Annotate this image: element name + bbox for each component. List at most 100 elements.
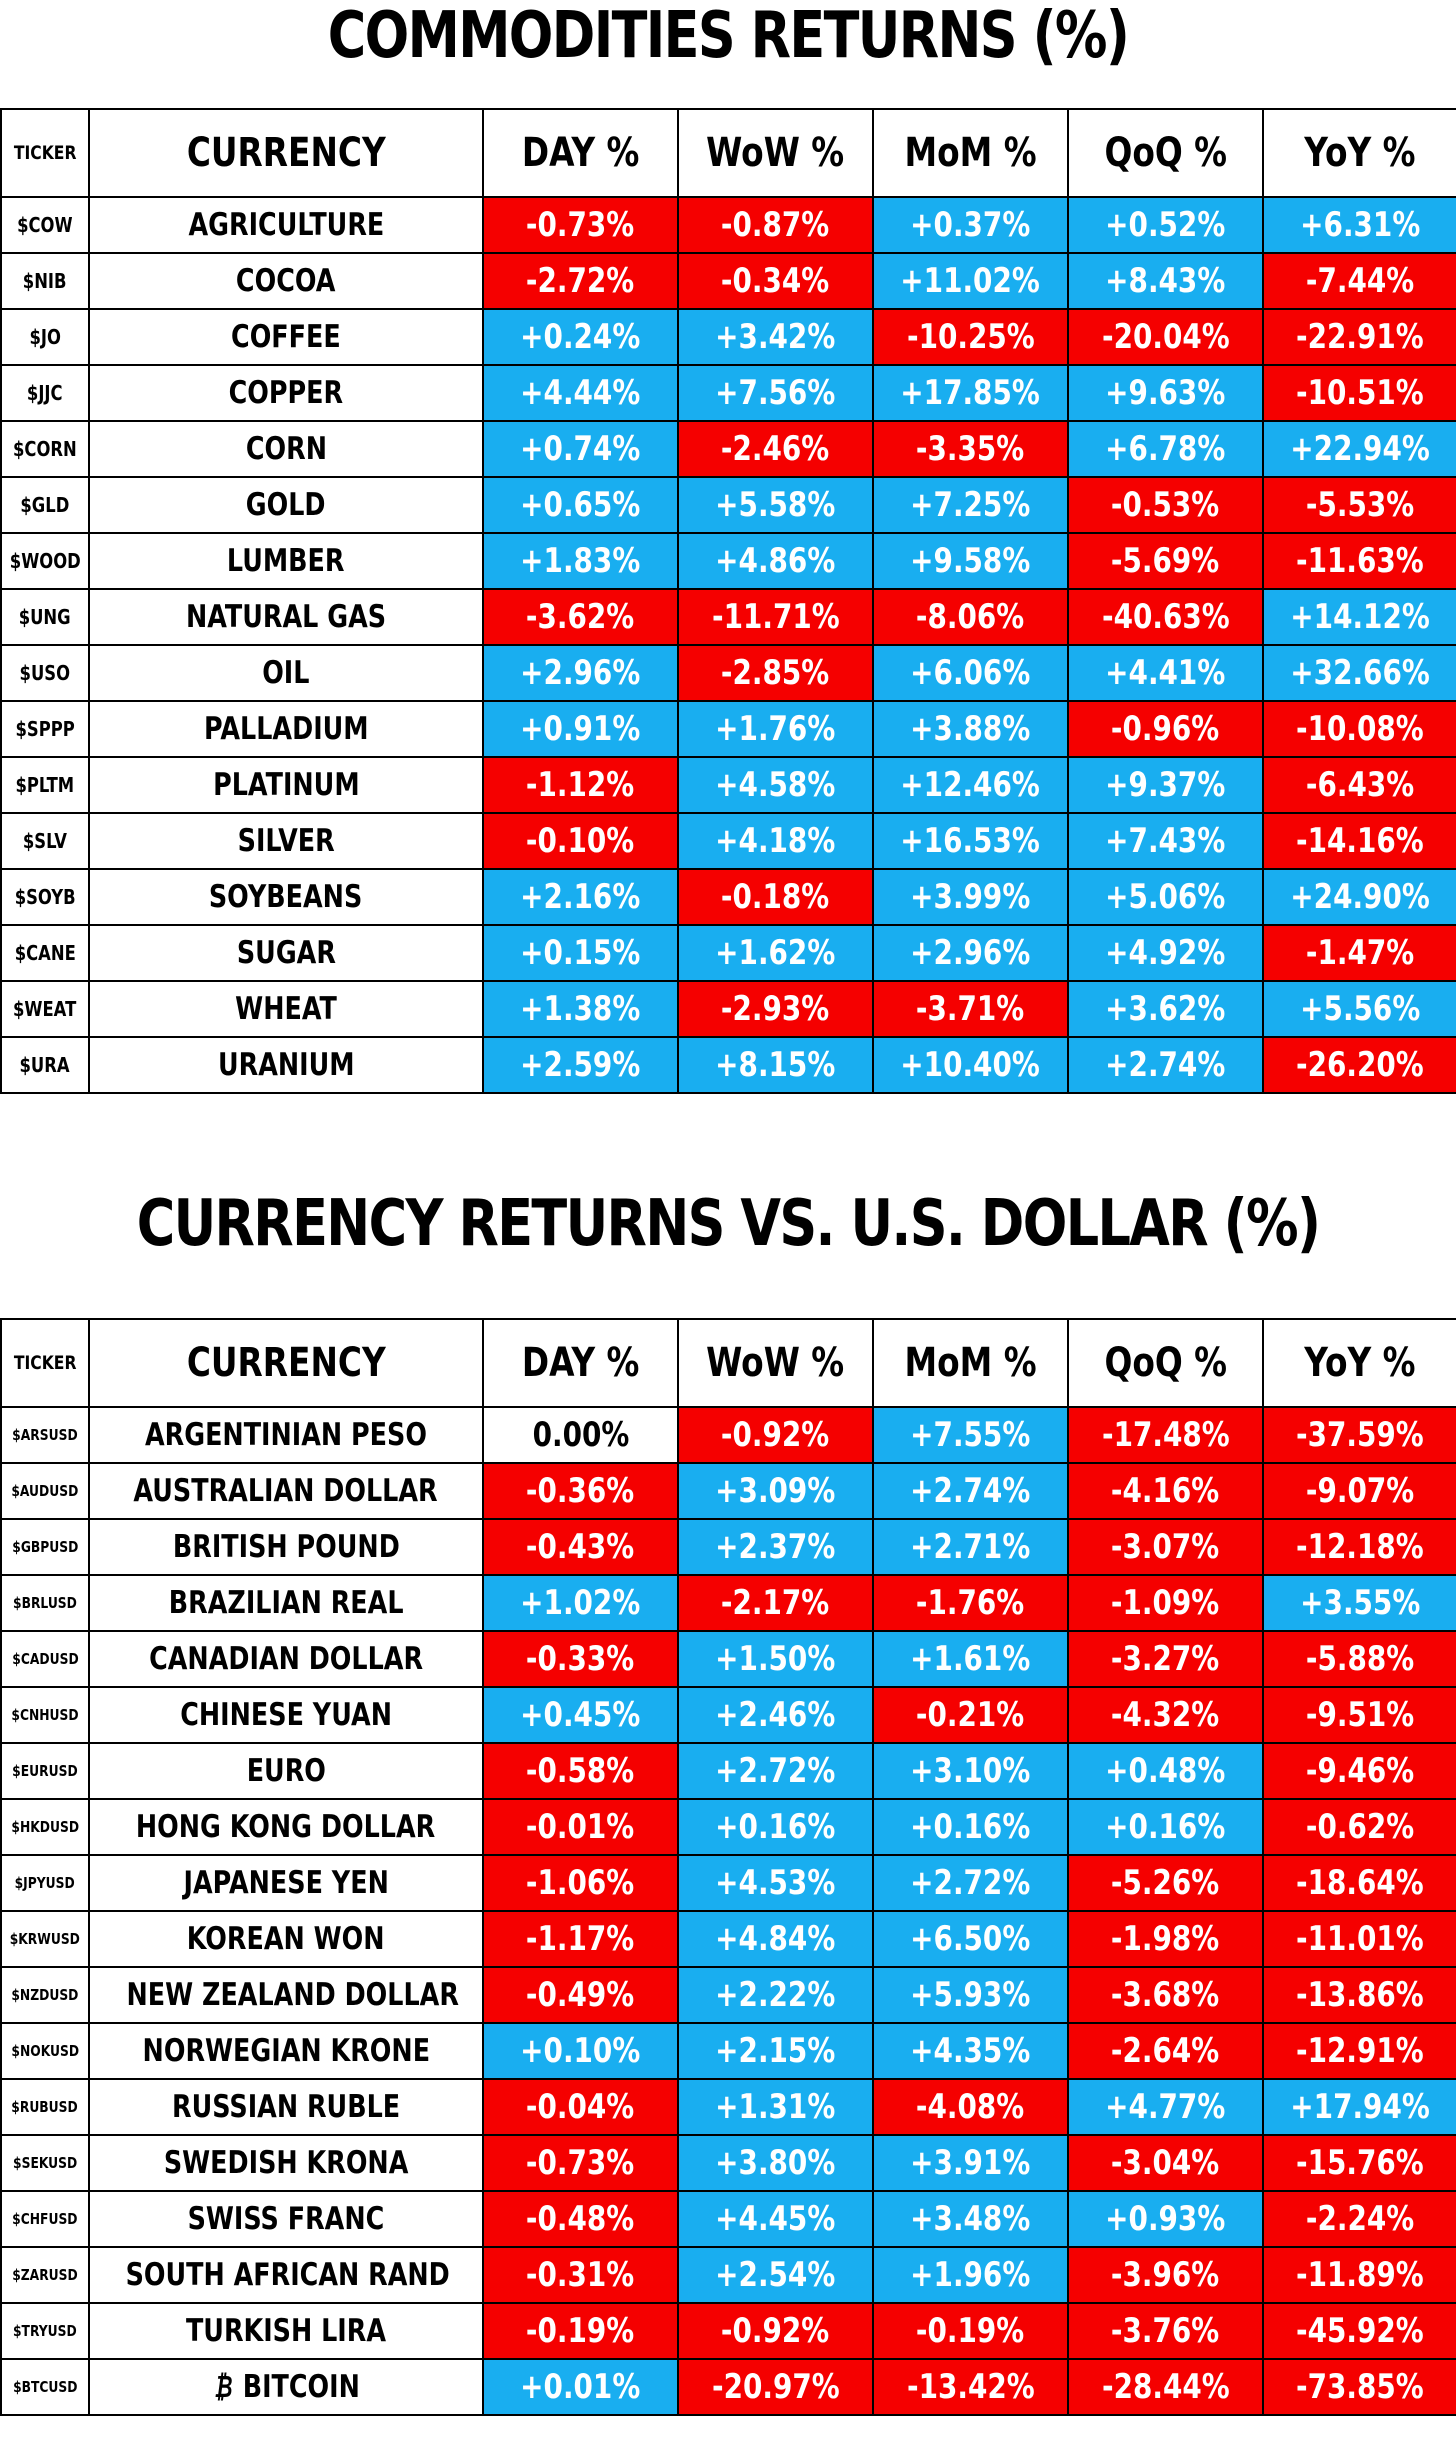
day-value: +0.15% bbox=[482, 924, 679, 982]
ticker-cell: $CORN bbox=[0, 420, 90, 478]
yoy-header: YoY % bbox=[1262, 1318, 1456, 1408]
qoq-value: +6.78% bbox=[1067, 420, 1264, 478]
table-row: $KRWUSD KOREAN WON -1.17% +4.84% +6.50% -1.98… bbox=[0, 1910, 1456, 1968]
yoy-value: -45.92% bbox=[1262, 2302, 1456, 2360]
mom-value: +3.99% bbox=[872, 868, 1069, 926]
table-row: $JO COFFEE +0.24% +3.42% -10.25% -20.04% -22.9… bbox=[0, 308, 1456, 366]
day-value: -0.48% bbox=[482, 2190, 679, 2248]
qoq-value: -3.07% bbox=[1067, 1518, 1264, 1576]
day-header: DAY % bbox=[482, 108, 679, 198]
name-cell: NORWEGIAN KRONE bbox=[88, 2022, 484, 2080]
qoq-value: -1.98% bbox=[1067, 1910, 1264, 1968]
ticker-cell: $GBPUSD bbox=[0, 1518, 90, 1576]
yoy-value: -11.01% bbox=[1262, 1910, 1456, 1968]
qoq-value: +2.74% bbox=[1067, 1036, 1264, 1094]
qoq-value: -3.68% bbox=[1067, 1966, 1264, 2024]
name-cell: GOLD bbox=[88, 476, 484, 534]
qoq-header: QoQ % bbox=[1067, 1318, 1264, 1408]
table-row: $NOKUSD NORWEGIAN KRONE +0.10% +2.15% +4.35%… bbox=[0, 2022, 1456, 2080]
wow-value: +4.86% bbox=[677, 532, 874, 590]
qoq-value: -5.69% bbox=[1067, 532, 1264, 590]
wow-value: +4.18% bbox=[677, 812, 874, 870]
ticker-cell: $ZARUSD bbox=[0, 2246, 90, 2304]
yoy-value: +17.94% bbox=[1262, 2078, 1456, 2136]
day-value: -0.43% bbox=[482, 1518, 679, 1576]
mom-value: +12.46% bbox=[872, 756, 1069, 814]
day-value: -0.73% bbox=[482, 2134, 679, 2192]
day-value: -0.58% bbox=[482, 1742, 679, 1800]
ticker-cell: $JJC bbox=[0, 364, 90, 422]
mom-value: +9.58% bbox=[872, 532, 1069, 590]
yoy-value: -10.08% bbox=[1262, 700, 1456, 758]
mom-value: +2.71% bbox=[872, 1518, 1069, 1576]
yoy-value: -0.62% bbox=[1262, 1798, 1456, 1856]
qoq-value: +0.48% bbox=[1067, 1742, 1264, 1800]
table-row: $WEAT WHEAT +1.38% -2.93% -3.71% +3.62% +5.56% bbox=[0, 980, 1456, 1038]
ticker-cell: $NZDUSD bbox=[0, 1966, 90, 2024]
table-row: $SLV SILVER -0.10% +4.18% +16.53% +7.43% -14.1… bbox=[0, 812, 1456, 870]
table-row: $BRLUSD BRAZILIAN REAL +1.02% -2.17% -1.76% -… bbox=[0, 1574, 1456, 1632]
qoq-value: -28.44% bbox=[1067, 2358, 1264, 2416]
ticker-cell: $SOYB bbox=[0, 868, 90, 926]
day-value: +2.16% bbox=[482, 868, 679, 926]
ticker-cell: $ARSUSD bbox=[0, 1406, 90, 1464]
ticker-cell: $CHFUSD bbox=[0, 2190, 90, 2248]
wow-value: +3.80% bbox=[677, 2134, 874, 2192]
day-value: +1.02% bbox=[482, 1574, 679, 1632]
table-row: $UNG NATURAL GAS -3.62% -11.71% -8.06% -40.63… bbox=[0, 588, 1456, 646]
qoq-value: +0.52% bbox=[1067, 196, 1264, 254]
wow-value: +3.42% bbox=[677, 308, 874, 366]
day-value: -0.73% bbox=[482, 196, 679, 254]
yoy-value: -12.18% bbox=[1262, 1518, 1456, 1576]
table-row: $BTCUSD ₿ BITCOIN +0.01% -20.97% -13.42% -28.4… bbox=[0, 2358, 1456, 2416]
wow-value: +3.09% bbox=[677, 1462, 874, 1520]
wow-value: +2.15% bbox=[677, 2022, 874, 2080]
qoq-value: -3.96% bbox=[1067, 2246, 1264, 2304]
day-value: -0.49% bbox=[482, 1966, 679, 2024]
qoq-value: +9.37% bbox=[1067, 756, 1264, 814]
yoy-value: +32.66% bbox=[1262, 644, 1456, 702]
wow-value: +2.37% bbox=[677, 1518, 874, 1576]
qoq-value: +4.92% bbox=[1067, 924, 1264, 982]
currency-title: CURRENCY RETURNS VS. U.S. DOLLAR (%) bbox=[136, 1187, 1321, 1261]
qoq-value: -40.63% bbox=[1067, 588, 1264, 646]
wow-value: +4.58% bbox=[677, 756, 874, 814]
name-cell: TURKISH LIRA bbox=[88, 2302, 484, 2360]
day-value: -1.17% bbox=[482, 1910, 679, 1968]
qoq-value: +5.06% bbox=[1067, 868, 1264, 926]
yoy-value: -2.24% bbox=[1262, 2190, 1456, 2248]
table-row: $NIB COCOA -2.72% -0.34% +11.02% +8.43% -7.44% bbox=[0, 252, 1456, 310]
table-row: $WOOD LUMBER +1.83% +4.86% +9.58% -5.69% -11.6… bbox=[0, 532, 1456, 590]
yoy-header: YoY % bbox=[1262, 108, 1456, 198]
day-value: -3.62% bbox=[482, 588, 679, 646]
yoy-value: -5.88% bbox=[1262, 1630, 1456, 1688]
table-row: $CHFUSD SWISS FRANC -0.48% +4.45% +3.48% +0.9… bbox=[0, 2190, 1456, 2248]
name-cell: OIL bbox=[88, 644, 484, 702]
qoq-value: +8.43% bbox=[1067, 252, 1264, 310]
ticker-cell: $EURUSD bbox=[0, 1742, 90, 1800]
day-value: -0.01% bbox=[482, 1798, 679, 1856]
ticker-cell: $SLV bbox=[0, 812, 90, 870]
ticker-header: TICKER bbox=[0, 108, 90, 198]
ticker-cell: $SPPP bbox=[0, 700, 90, 758]
wow-value: +7.56% bbox=[677, 364, 874, 422]
yoy-value: -1.47% bbox=[1262, 924, 1456, 982]
commodities-body: $COW AGRICULTURE -0.73% -0.87% +0.37% +0.52% +… bbox=[0, 196, 1456, 1094]
wow-value: -0.34% bbox=[677, 252, 874, 310]
yoy-value: +6.31% bbox=[1262, 196, 1456, 254]
wow-value: +8.15% bbox=[677, 1036, 874, 1094]
ticker-cell: $JO bbox=[0, 308, 90, 366]
yoy-value: -11.63% bbox=[1262, 532, 1456, 590]
mom-value: +0.16% bbox=[872, 1798, 1069, 1856]
name-cell: SWISS FRANC bbox=[88, 2190, 484, 2248]
table-row: $PLTM PLATINUM -1.12% +4.58% +12.46% +9.37% -6… bbox=[0, 756, 1456, 814]
wow-value: -0.18% bbox=[677, 868, 874, 926]
name-cell: BRITISH POUND bbox=[88, 1518, 484, 1576]
table-row: $CADUSD CANADIAN DOLLAR -0.33% +1.50% +1.61%… bbox=[0, 1630, 1456, 1688]
table-row: $CORN CORN +0.74% -2.46% -3.35% +6.78% +22.94% bbox=[0, 420, 1456, 478]
table-row: $TRYUSD TURKISH LIRA -0.19% -0.92% -0.19% -3.… bbox=[0, 2302, 1456, 2360]
wow-value: +4.53% bbox=[677, 1854, 874, 1912]
wow-value: +5.58% bbox=[677, 476, 874, 534]
qoq-value: -17.48% bbox=[1067, 1406, 1264, 1464]
ticker-cell: $SEKUSD bbox=[0, 2134, 90, 2192]
